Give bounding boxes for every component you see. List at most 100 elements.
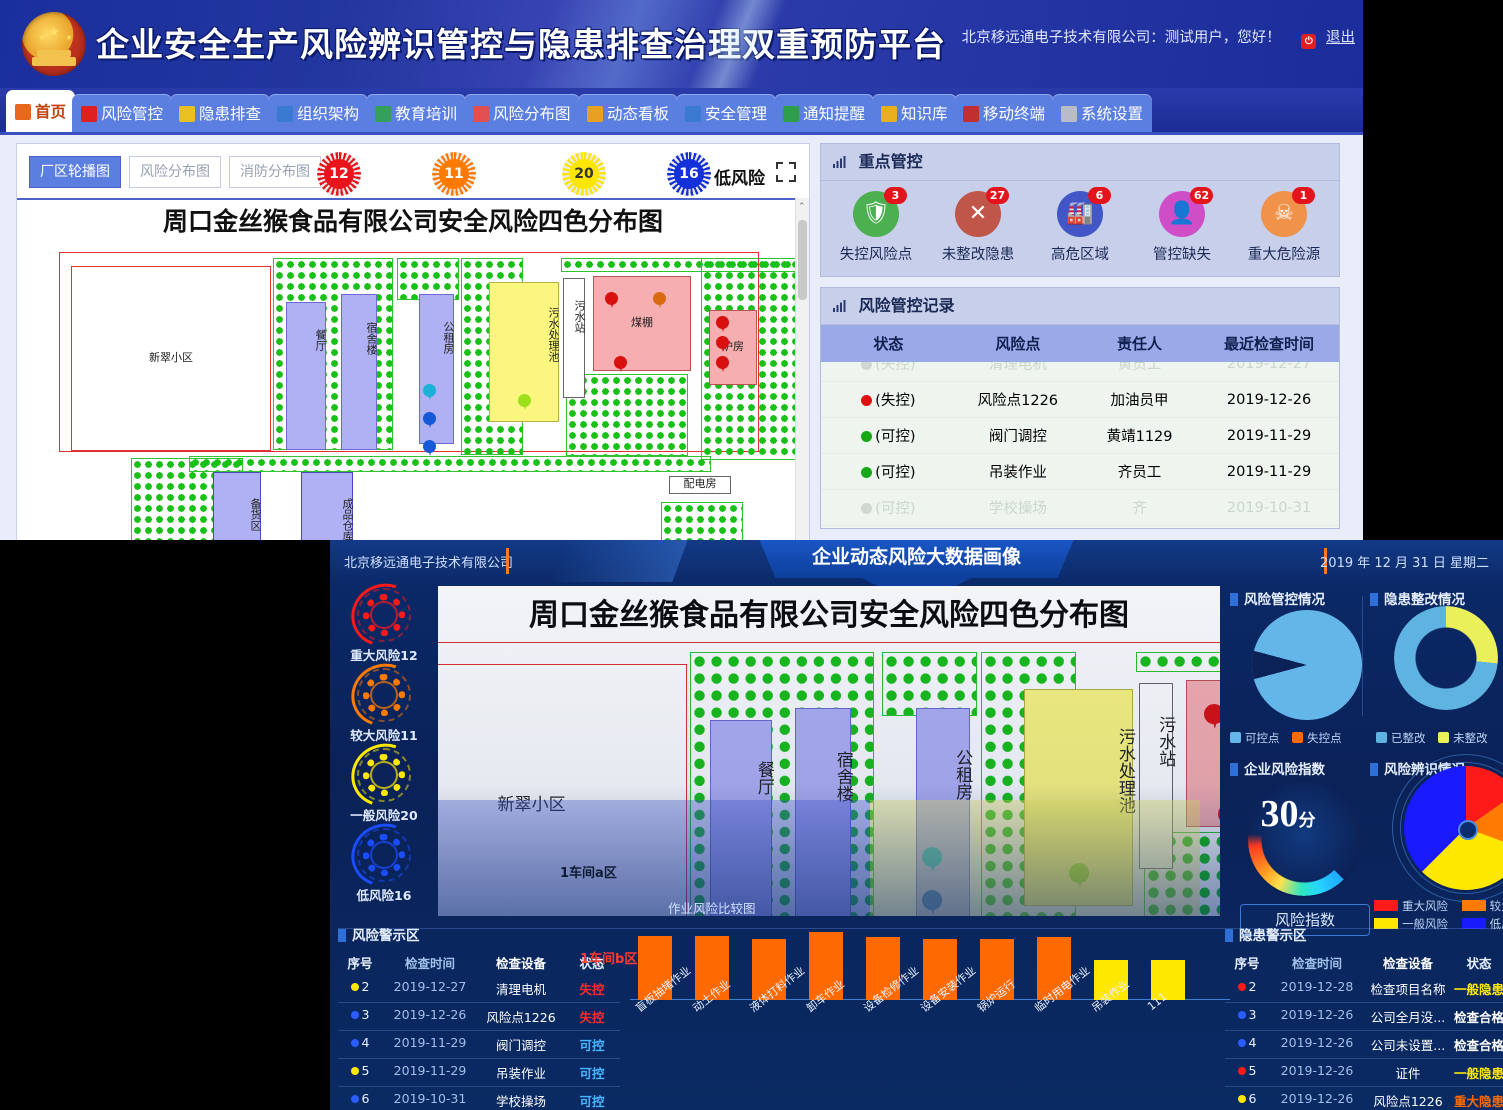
bar-label-10: 111 [1145, 990, 1170, 1014]
factory-map-panel: 厂区轮播图 风险分布图 消防分布图 12 11 20 16 低风险 周口金丝猴食品有限公司安全… [16, 143, 810, 540]
table-row[interactable]: 6 2019-10-31 学校操场 可控 [338, 1087, 620, 1110]
map-canvas[interactable]: 新翠小区 餐厅 宿舍楼 公租房 污水处理池 污水站 煤棚 炉房 备货区 成品仓库 配电房 [21, 244, 799, 540]
rail-item-2: 较大风险11 [330, 652, 438, 744]
table-row[interactable]: 2 2019-12-28 检查项目名称 一般隐患 [1225, 975, 1503, 1003]
bar-label-4: 卸车作业 [804, 977, 847, 1015]
tab-5[interactable]: 教育培训 [366, 94, 467, 134]
kpi-label: 管控缺失 [1153, 247, 1211, 263]
tab-12[interactable]: 系统设置 [1052, 94, 1153, 134]
map-pin-8 [716, 336, 729, 353]
row-dot [1237, 1039, 1246, 1047]
kpi-badge: 27 [986, 187, 1009, 204]
scroll-up-arrow[interactable]: ⌃ [798, 202, 806, 212]
risk-dial-3: 20 [562, 152, 606, 196]
cell-state: 一般隐患 [1453, 1066, 1503, 1081]
map-building-label-8: 备货区 [249, 498, 262, 532]
rail-item-label: 低风险16 [356, 888, 412, 903]
tab-3[interactable]: 隐患排查 [170, 94, 271, 134]
cell-device: 公司全月没... [1370, 1010, 1446, 1025]
panel-risk-index-title: 企业风险指数 [1230, 758, 1374, 778]
bars-icon [833, 289, 847, 312]
cell-point: 清理电机 [955, 362, 1080, 382]
table-row[interactable]: 6 2019-12-26 风险点1226 重大隐患 [1225, 1087, 1503, 1110]
dashboard-date: 2019 年 12 月 31 日 星期二 [1320, 556, 1489, 571]
cell-point: 风险点1226 [955, 381, 1080, 418]
hazard-alert-body: 2 2019-12-28 检查项目名称 一般隐患 3 2019-12-26 公司全月没...… [1225, 975, 1503, 1110]
gauge-ring [1248, 784, 1360, 896]
kpi-2[interactable]: ✕ 27 未整改隐患 [930, 187, 1026, 264]
tab-8[interactable]: 安全管理 [676, 94, 777, 134]
kpi-5[interactable]: ☠ 1 重大危险源 [1236, 187, 1332, 264]
key-control-items: 🛡 3 失控风险点 ✕ 27 未整改隐患 🏭 6 高危区域 👤 62 管控缺失 ☠ 1 重大危险源 [821, 181, 1339, 276]
table-row[interactable]: (可控) 阀门调控 黄靖1129 2019-11-29 [821, 417, 1339, 454]
table-row[interactable]: (失控) 清理电机 黄员工 2019-12-27 [821, 362, 1339, 382]
header-divider-right [1324, 548, 1327, 574]
cell-time: 2019-10-31 [393, 1091, 467, 1106]
col-2: 检查时间 [1291, 956, 1342, 971]
scrollbar-thumb[interactable] [798, 220, 807, 300]
cell-time: 2019-11-29 [393, 1035, 467, 1050]
risk-records-viewport[interactable]: (失控) 清理电机 黄员工 2019-12-27 (失控) 风险点1226 加油员甲 2019… [821, 362, 1339, 528]
tab-label: 首页 [35, 103, 67, 121]
table-row[interactable]: (失控) 风险点1226 加油员甲 2019-12-26 [821, 381, 1339, 418]
kpi-label: 重大危险源 [1247, 247, 1321, 263]
map-tab-2[interactable]: 风险分布图 [129, 156, 221, 188]
logout-icon[interactable]: ⏻ [1301, 34, 1317, 49]
table-row[interactable]: 4 2019-11-29 阀门调控 可控 [338, 1031, 620, 1059]
map-pin-7 [716, 316, 729, 333]
map-toolbar: 厂区轮播图 风险分布图 消防分布图 12 11 20 16 低风险 [17, 144, 809, 200]
kpi-1[interactable]: 🛡 3 失控风险点 [828, 187, 924, 264]
table-row[interactable]: 3 2019-12-26 公司全月没... 检查合格 [1225, 1003, 1503, 1031]
table-row[interactable]: (可控) 学校操场齐 2019-10-31 [821, 489, 1339, 526]
table-row[interactable]: 4 2019-12-26 公司未设置... 检查合格 [1225, 1031, 1503, 1059]
cell-device: 公司未设置... [1370, 1038, 1446, 1053]
map-scrollbar[interactable]: ⌃ [795, 198, 809, 540]
pie-center-hub [1458, 820, 1478, 840]
row-dot [350, 983, 359, 991]
kpi-badge: 62 [1190, 187, 1213, 204]
rail-item-1: 重大风险12 [330, 572, 438, 664]
cell-device: 学校操场 [495, 1094, 546, 1109]
risk-dial-1: 12 [317, 152, 361, 196]
tab-4[interactable]: 组织架构 [268, 94, 369, 134]
app-body: 厂区轮播图 风险分布图 消防分布图 12 11 20 16 低风险 周口金丝猴食品有限公司安全… [0, 135, 1363, 540]
row-dot [1237, 1067, 1246, 1075]
tab-1[interactable]: 首页 [6, 90, 76, 134]
app-header: ★ ★ ★ 企业安全生产风险辨识管控与隐患排查治理双重预防平台 北京移远通电子技术有… [0, 0, 1363, 88]
logout-link[interactable]: 退出 [1326, 30, 1355, 46]
cell-state: 一般隐患 [1453, 982, 1503, 997]
expand-icon[interactable] [775, 161, 797, 183]
col-2: 风险点 [955, 325, 1080, 362]
table-row[interactable]: 2 2019-12-27 清理电机 失控 [338, 975, 620, 1003]
tab-11[interactable]: 移动终端 [954, 94, 1055, 134]
tab-10[interactable]: 知识库 [872, 94, 957, 134]
status-dot [861, 503, 873, 514]
book-icon [375, 106, 391, 122]
map-tab-3[interactable]: 消防分布图 [229, 156, 321, 188]
table-row[interactable]: 5 2019-12-26 证件 一般隐患 [1225, 1059, 1503, 1087]
risk-index-button[interactable]: 风险指数 [1240, 904, 1370, 936]
tab-2[interactable]: 风险管控 [72, 94, 173, 134]
tab-label: 移动终端 [983, 105, 1046, 123]
kpi-label: 未整改隐患 [941, 247, 1015, 263]
map-pin-3 [518, 394, 531, 411]
map-pin-4 [1204, 704, 1220, 730]
map-tab-1[interactable]: 厂区轮播图 [29, 156, 121, 188]
kpi-3[interactable]: 🏭 6 高危区域 [1032, 187, 1128, 264]
bar-label-6: 设备安装作业 [918, 963, 979, 1015]
panel-mark-icon [1225, 929, 1233, 942]
cell-point: 阀门调控 [955, 417, 1080, 454]
gauge-value: 30分 [1260, 793, 1316, 835]
dashboard-map[interactable]: 新翠小区餐厅宿舍楼公租房污水处理池污水站煤棚炉房备货区成品仓库配电房1车间a区2… [438, 586, 1220, 916]
tab-7[interactable]: 动态看板 [578, 94, 679, 134]
dial-value: 11 [439, 159, 469, 189]
table-row[interactable]: (可控) 吊装作业 齐员工 2019-11-29 [821, 453, 1339, 490]
tab-6[interactable]: 风险分布图 [464, 94, 580, 134]
table-row[interactable]: 5 2019-11-29 吊装作业 可控 [338, 1059, 620, 1087]
table-row[interactable]: 3 2019-12-26 风险点1226 失控 [338, 1003, 620, 1031]
tab-9[interactable]: 通知提醒 [774, 94, 875, 134]
kpi-4[interactable]: 👤 62 管控缺失 [1134, 187, 1230, 264]
tab-label: 知识库 [901, 105, 948, 123]
rail-item-label: 较大风险11 [350, 728, 418, 743]
risk-alert-body: 2 2019-12-27 清理电机 失控 3 2019-12-26 风险点1226 失控 4 20… [338, 975, 620, 1110]
